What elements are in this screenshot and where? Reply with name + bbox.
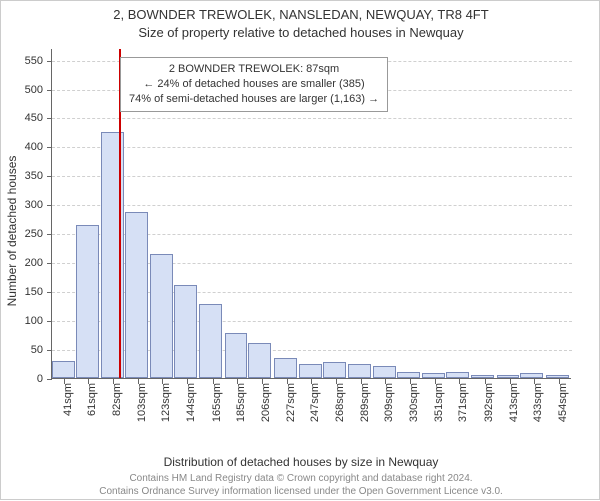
xtick-label: 268sqm (334, 383, 346, 422)
histogram-bar (446, 372, 469, 378)
annotation-smaller: ← 24% of detached houses are smaller (38… (129, 77, 379, 92)
ytick-label: 150 (1, 286, 43, 298)
histogram-bar (174, 285, 197, 378)
gridline (52, 147, 572, 148)
histogram-bar (373, 366, 396, 378)
histogram-bar (497, 375, 520, 378)
xtick-label: 289sqm (359, 383, 371, 422)
xtick-label: 165sqm (211, 383, 223, 422)
ytick-label: 400 (1, 141, 43, 153)
ytick-label: 0 (1, 373, 43, 385)
xtick-label: 309sqm (383, 383, 395, 422)
xtick-label: 247sqm (309, 383, 321, 422)
xtick-label: 227sqm (285, 383, 297, 422)
xtick-label: 454sqm (557, 383, 569, 422)
chart-title-address: 2, BOWNDER TREWOLEK, NANSLEDAN, NEWQUAY,… (1, 7, 600, 22)
ytick-mark (47, 263, 52, 264)
annotation-property: 2 BOWNDER TREWOLEK: 87sqm (129, 62, 379, 77)
reference-annotation: 2 BOWNDER TREWOLEK: 87sqm ← 24% of detac… (120, 57, 388, 112)
xtick-label: 351sqm (433, 383, 445, 422)
ytick-mark (47, 350, 52, 351)
histogram-bar (125, 212, 148, 378)
histogram-bar (471, 375, 494, 378)
histogram-bar (546, 375, 569, 378)
histogram-bar (299, 364, 322, 378)
xtick-label: 103sqm (136, 383, 148, 422)
ytick-mark (47, 379, 52, 380)
histogram-bar (248, 343, 271, 378)
ytick-label: 50 (1, 344, 43, 356)
xtick-label: 185sqm (235, 383, 247, 422)
histogram-bar (52, 361, 75, 378)
histogram-bar (225, 333, 248, 378)
x-axis-label: Distribution of detached houses by size … (1, 455, 600, 469)
gridline (52, 205, 572, 206)
annotation-larger: 74% of semi-detached houses are larger (… (129, 92, 379, 107)
ytick-mark (47, 205, 52, 206)
ytick-label: 350 (1, 170, 43, 182)
xtick-label: 82sqm (111, 383, 123, 416)
histogram-bar (397, 372, 420, 378)
xtick-label: 123sqm (160, 383, 172, 422)
xtick-label: 206sqm (260, 383, 272, 422)
xtick-label: 392sqm (483, 383, 495, 422)
xtick-label: 41sqm (62, 383, 74, 416)
xtick-label: 61sqm (86, 383, 98, 416)
histogram-bar (422, 373, 445, 378)
xtick-label: 144sqm (185, 383, 197, 422)
ytick-label: 200 (1, 257, 43, 269)
histogram-bar (323, 362, 346, 378)
ytick-mark (47, 118, 52, 119)
gridline (52, 118, 572, 119)
ytick-mark (47, 292, 52, 293)
xtick-label: 413sqm (508, 383, 520, 422)
histogram-bar (348, 364, 371, 378)
ytick-label: 550 (1, 55, 43, 67)
histogram-bar (520, 373, 543, 378)
histogram-bar (274, 358, 297, 378)
property-size-chart: 2, BOWNDER TREWOLEK, NANSLEDAN, NEWQUAY,… (1, 1, 600, 501)
ytick-mark (47, 234, 52, 235)
histogram-bar (199, 304, 222, 378)
ytick-label: 250 (1, 228, 43, 240)
attribution-text: Contains HM Land Registry data © Crown c… (1, 473, 600, 498)
attribution-line2: Contains Ordnance Survey information lic… (1, 486, 600, 499)
attribution-line1: Contains HM Land Registry data © Crown c… (1, 473, 600, 486)
ytick-label: 500 (1, 84, 43, 96)
ytick-label: 450 (1, 112, 43, 124)
xtick-label: 330sqm (408, 383, 420, 422)
ytick-label: 300 (1, 199, 43, 211)
plot-area: 2 BOWNDER TREWOLEK: 87sqm ← 24% of detac… (51, 49, 571, 379)
ytick-label: 100 (1, 315, 43, 327)
chart-subtitle: Size of property relative to detached ho… (1, 25, 600, 40)
gridline (52, 176, 572, 177)
ytick-mark (47, 90, 52, 91)
xtick-label: 433sqm (532, 383, 544, 422)
xtick-label: 371sqm (457, 383, 469, 422)
ytick-mark (47, 61, 52, 62)
ytick-mark (47, 321, 52, 322)
ytick-mark (47, 147, 52, 148)
histogram-bar (150, 254, 173, 378)
histogram-bar (76, 225, 99, 378)
ytick-mark (47, 176, 52, 177)
